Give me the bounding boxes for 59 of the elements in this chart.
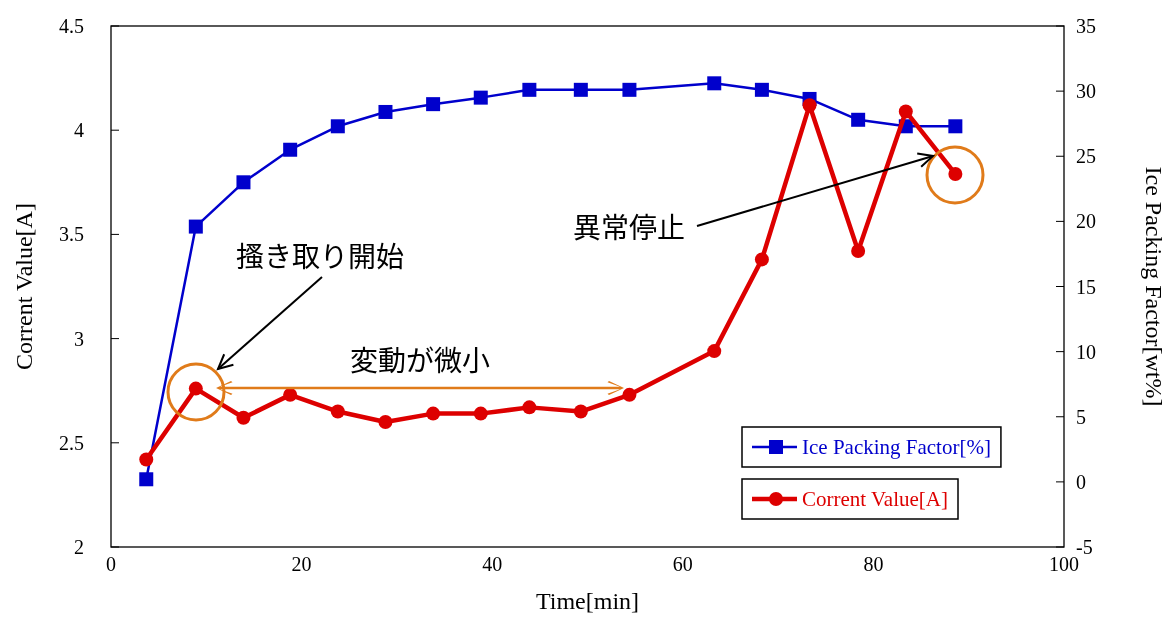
point	[188, 219, 203, 234]
point	[754, 82, 769, 97]
x-tick-label: 20	[291, 553, 312, 575]
x-tick-label: 40	[482, 553, 503, 575]
point	[898, 104, 913, 119]
point	[802, 98, 817, 113]
point	[378, 414, 393, 429]
point	[378, 104, 393, 119]
y2-tick-label: 15	[1076, 275, 1096, 298]
point	[707, 344, 722, 359]
x-tick-label: 80	[863, 553, 884, 575]
point	[236, 410, 251, 425]
annotation: 変動が微小	[349, 345, 491, 378]
y-tick-label: 3	[74, 327, 84, 350]
point	[754, 252, 769, 267]
x-tick-label: 100	[1049, 553, 1079, 575]
point	[283, 387, 298, 402]
point	[707, 76, 722, 91]
annotation: 搔き取り開始	[236, 241, 405, 274]
y2-axis-title: Ice Packing Factor[wt%]	[1141, 166, 1167, 407]
point	[851, 112, 866, 127]
point	[330, 119, 345, 134]
y2-tick-label: 20	[1076, 210, 1096, 233]
point	[473, 90, 488, 105]
point	[139, 472, 154, 487]
point	[426, 406, 441, 421]
point	[622, 82, 637, 97]
point	[622, 387, 637, 402]
point	[330, 404, 345, 419]
y-tick-label: 3.5	[59, 223, 84, 246]
y2-tick-label: 25	[1076, 145, 1096, 168]
point	[573, 404, 588, 419]
point	[139, 452, 154, 467]
y2-tick-label: -5	[1076, 536, 1093, 558]
legend-label: Ice Packing Factor[%]	[802, 435, 991, 459]
y-tick-label: 2	[74, 536, 84, 558]
point	[426, 97, 441, 112]
point	[851, 244, 866, 259]
point	[522, 400, 537, 415]
point	[283, 142, 298, 157]
x-tick-label: 60	[672, 553, 693, 575]
y-axis-title: Corrent Value[A]	[11, 203, 37, 370]
point	[573, 82, 588, 97]
y-tick-label: 4.5	[59, 15, 84, 37]
y2-tick-label: 5	[1076, 405, 1086, 428]
point	[948, 119, 963, 134]
x-axis-title: Time[min]	[535, 588, 640, 614]
y2-tick-label: 30	[1076, 80, 1096, 103]
point	[473, 406, 488, 421]
legend-label: Corrent Value[A]	[802, 487, 948, 511]
y-tick-label: 2.5	[59, 431, 84, 454]
x-tick-label: 0	[106, 553, 116, 575]
annotation: 異常停止	[572, 212, 685, 245]
point	[522, 82, 537, 97]
y-tick-label: 4	[74, 119, 84, 142]
y2-tick-label: 35	[1076, 15, 1096, 37]
y2-tick-label: 10	[1076, 340, 1096, 363]
point	[236, 175, 251, 190]
y2-tick-label: 0	[1076, 470, 1086, 493]
